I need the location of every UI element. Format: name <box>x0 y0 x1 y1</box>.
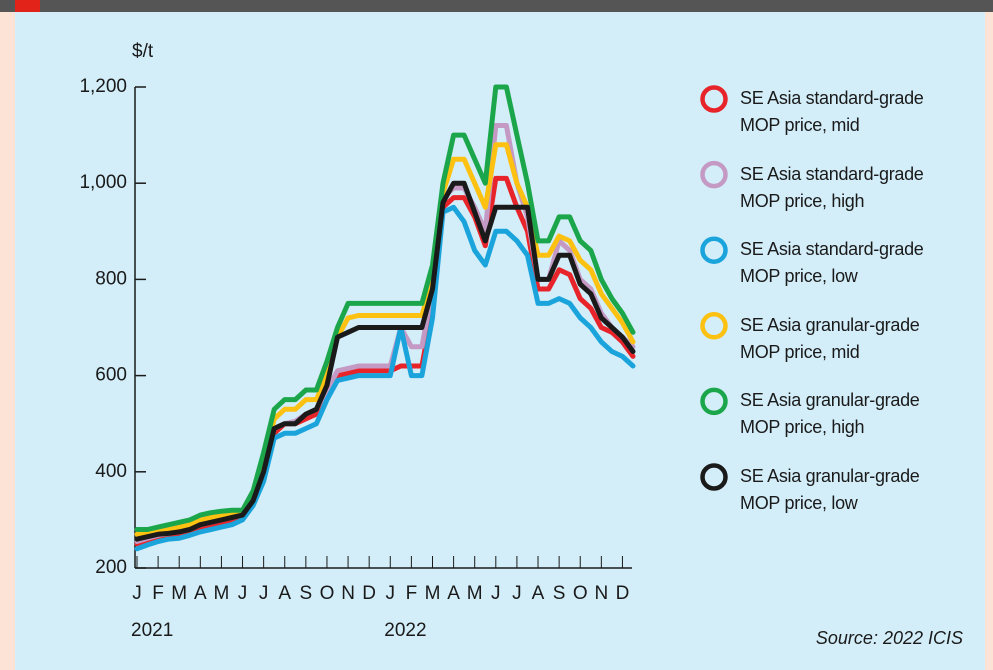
series-line <box>134 142 636 537</box>
source: Source: 2022 ICIS <box>816 628 963 648</box>
legend-marker <box>700 85 728 113</box>
y-tick-label: 400 <box>95 461 127 482</box>
x-tick-label: F <box>152 583 164 604</box>
legend-marker <box>700 463 728 491</box>
x-tick-label: M <box>425 583 441 604</box>
year-label: 2021 <box>131 620 173 641</box>
x-tick-label: F <box>406 583 418 604</box>
x-tick-label: J <box>259 583 269 604</box>
x-tick-label: A <box>532 583 545 604</box>
x-tick-label: M <box>467 583 483 604</box>
legend-label: SE Asia standard-grade MOP price, mid <box>740 88 924 135</box>
year-label: 2022 <box>384 620 426 641</box>
legend-label: SE Asia standard-grade MOP price, low <box>740 239 924 287</box>
x-tick-label: M <box>214 583 230 604</box>
legend-label: SE Asia granular-grade MOP price, high <box>740 390 920 438</box>
series-line <box>134 204 636 552</box>
unit-label: $/t <box>132 41 154 62</box>
x-tick-label: D <box>362 583 376 604</box>
x-tick-label: S <box>553 583 566 604</box>
y-tick-label: 800 <box>95 268 127 289</box>
x-tick-label: J <box>386 583 396 604</box>
legend-marker <box>700 236 728 264</box>
x-tick-label: O <box>320 583 335 604</box>
legend-label: SE Asia granular-grade MOP price, mid <box>740 314 920 362</box>
x-tick-label: J <box>238 583 248 604</box>
x-tick-label: O <box>573 583 588 604</box>
series-line <box>134 84 636 532</box>
legend-label: SE Asia standard-grade MOP price, high <box>740 163 924 211</box>
x-tick-label: N <box>594 583 608 604</box>
x-tick-label: N <box>341 583 355 604</box>
y-tick-label: 600 <box>95 365 127 386</box>
x-tick-label: J <box>491 583 501 604</box>
header-accent <box>15 0 40 12</box>
legend-marker <box>700 312 728 340</box>
legend-label: SE Asia granular-grade MOP price, low <box>740 466 920 513</box>
x-tick-label: J <box>512 583 522 604</box>
x-tick-label: A <box>447 583 460 604</box>
x-tick-label: S <box>300 583 313 604</box>
x-tick-label: D <box>616 583 630 604</box>
y-tick-label: 200 <box>95 557 127 578</box>
legend-marker <box>700 160 728 189</box>
chart-panel <box>15 12 985 670</box>
legend-marker <box>700 387 728 416</box>
x-tick-label: J <box>132 583 142 604</box>
y-tick-label: 1,000 <box>79 172 127 193</box>
x-tick-label: M <box>171 583 187 604</box>
x-tick-label: A <box>278 583 291 604</box>
x-tick-label: A <box>194 583 207 604</box>
series-line <box>134 180 636 542</box>
y-tick-label: 1,200 <box>79 76 127 97</box>
header-bar <box>0 0 993 12</box>
